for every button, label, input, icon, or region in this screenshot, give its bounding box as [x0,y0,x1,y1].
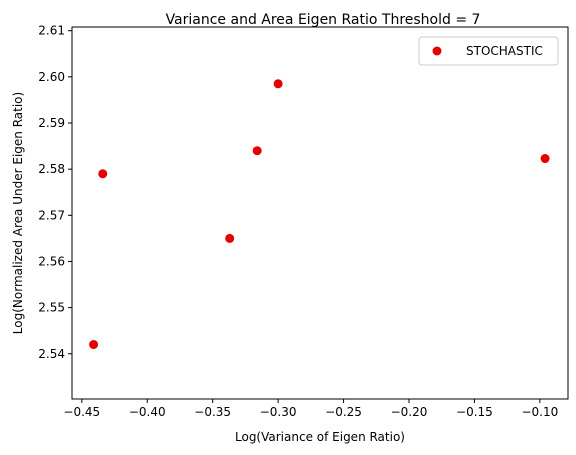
x-tick-label: −0.35 [194,405,231,419]
data-point [98,169,108,179]
x-axis-label: Log(Variance of Eigen Ratio) [235,430,405,444]
legend: STOCHASTIC [418,36,559,66]
data-point [225,233,235,243]
y-tick-label: 2.58 [38,162,65,176]
legend-box [418,36,559,66]
data-points [89,79,550,350]
data-point [252,146,262,156]
axis-ticks: −0.45 −0.40 −0.35 −0.30 −0.25 −0.20 −0.15 −0.10… [38,24,558,419]
y-tick-label: 2.57 [38,208,65,222]
chart-title: Variance and Area Eigen Ratio Threshold … [166,12,481,28]
plot-frame [71,26,569,400]
y-axis-label: Log(Normalized Area Under Eigen Ratio) [11,92,25,334]
x-tick-label: −0.45 [63,405,100,419]
y-tick-label: 2.56 [38,254,65,268]
y-tick-label: 2.54 [38,347,65,361]
x-tick-label: −0.25 [325,405,362,419]
y-tick-label: 2.60 [38,70,65,84]
y-tick-label: 2.61 [38,24,65,38]
x-tick-label: −0.30 [260,405,297,419]
legend-marker [432,46,442,56]
y-tick-label: 2.55 [38,301,65,315]
data-point [540,154,550,164]
data-point [273,79,283,89]
legend-label: STOCHASTIC [466,44,543,58]
x-tick-label: −0.10 [521,405,558,419]
x-tick-label: −0.40 [129,405,166,419]
data-point [89,340,99,350]
y-tick-label: 2.59 [38,116,65,130]
x-tick-label: −0.20 [391,405,428,419]
x-tick-label: −0.15 [456,405,493,419]
